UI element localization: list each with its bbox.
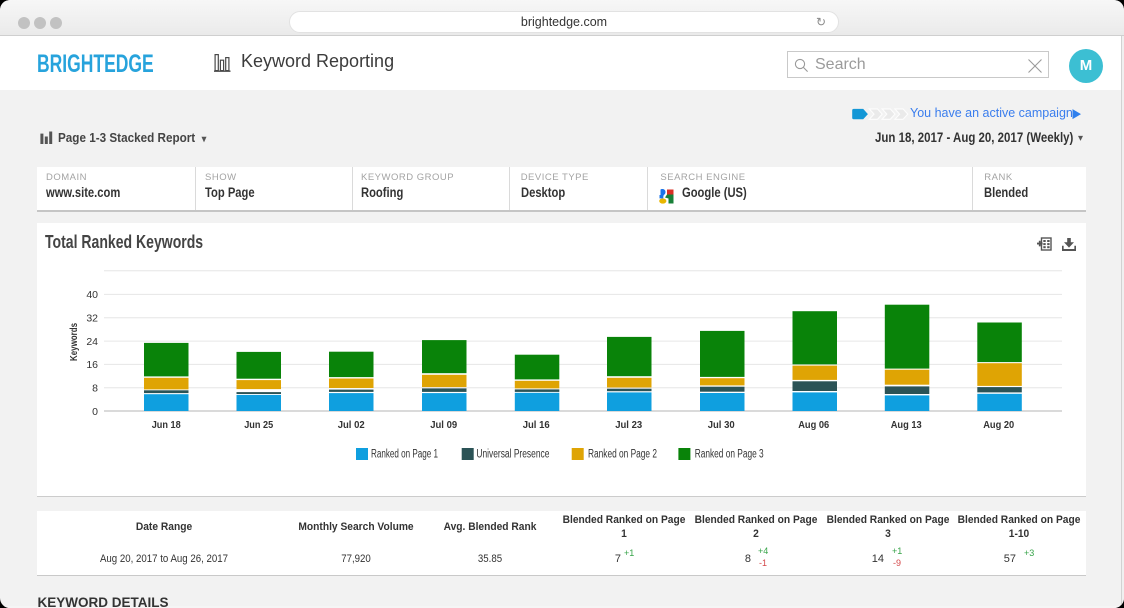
svg-text:Jun 25: Jun 25	[244, 419, 273, 431]
svg-text:Aug 13: Aug 13	[891, 419, 922, 431]
svg-text:Jul 16: Jul 16	[523, 419, 550, 431]
svg-text:Jul 30: Jul 30	[708, 419, 735, 431]
svg-text:16: 16	[86, 359, 98, 371]
svg-text:Aug 06: Aug 06	[798, 419, 829, 431]
svg-text:Keywords: Keywords	[69, 323, 80, 361]
svg-text:Ranked on Page 3: Ranked on Page 3	[695, 449, 764, 461]
svg-text:8: 8	[92, 383, 98, 395]
svg-text:32: 32	[86, 313, 98, 325]
svg-text:0: 0	[92, 406, 98, 418]
svg-text:Ranked on Page 2: Ranked on Page 2	[588, 449, 657, 461]
svg-text:Jun 18: Jun 18	[152, 419, 181, 431]
svg-text:Jul 09: Jul 09	[430, 419, 457, 431]
svg-text:24: 24	[86, 336, 98, 348]
svg-text:Jul 02: Jul 02	[338, 419, 365, 431]
svg-text:40: 40	[86, 289, 98, 301]
svg-text:Jul 23: Jul 23	[615, 419, 642, 431]
svg-text:Aug 20: Aug 20	[983, 419, 1014, 431]
svg-text:Ranked on Page 1: Ranked on Page 1	[371, 449, 438, 461]
svg-text:Universal Presence: Universal Presence	[476, 449, 549, 461]
